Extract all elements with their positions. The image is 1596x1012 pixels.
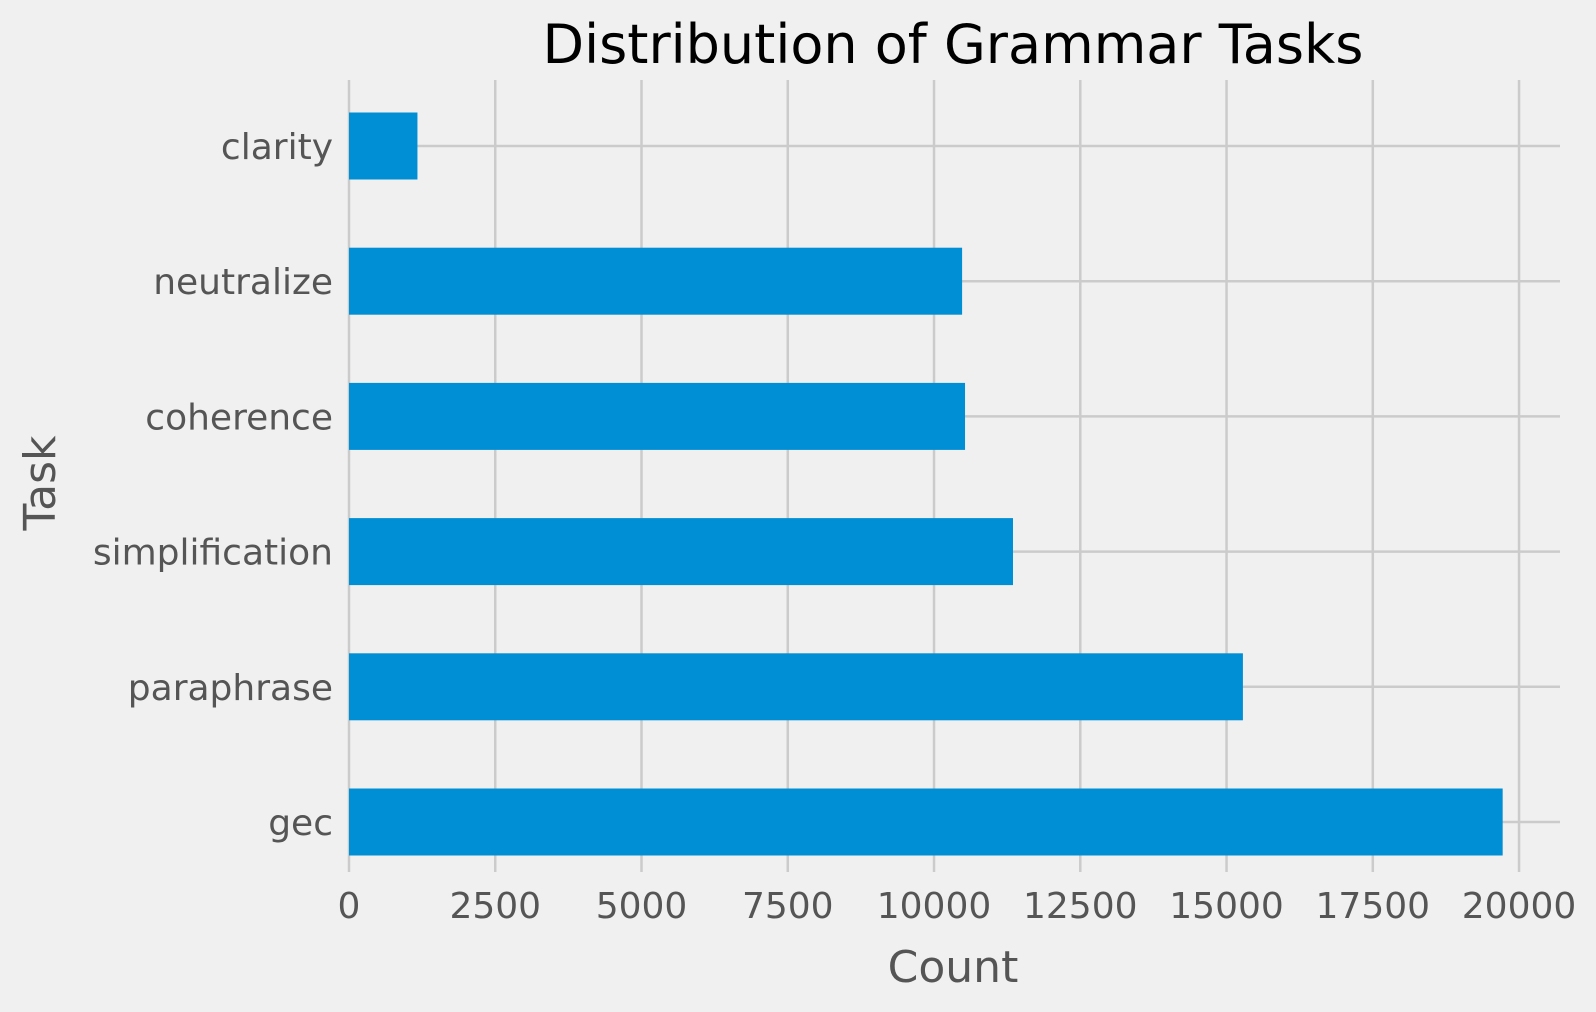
x-tick-label: 2500 (449, 886, 541, 927)
bar-simplification (349, 518, 1014, 586)
y-tick-label: clarity (221, 127, 333, 168)
bar-coherence (349, 382, 966, 450)
y-tick-label: simplification (93, 533, 333, 574)
x-tick-label: 5000 (596, 886, 688, 927)
x-tick-label: 20000 (1462, 886, 1577, 927)
y-tick-label: paraphrase (128, 668, 333, 709)
bar-paraphrase (349, 653, 1243, 721)
y-tick-label: gec (268, 803, 333, 844)
chart-title: Distribution of Grammar Tasks (543, 13, 1364, 76)
x-tick-label: 15000 (1169, 886, 1284, 927)
bars-layer (349, 112, 1503, 856)
x-tick-label: 7500 (742, 886, 834, 927)
x-tick-label: 17500 (1316, 886, 1431, 927)
y-axis-label: Task (15, 435, 66, 531)
bar-gec (349, 788, 1503, 856)
x-tick-label: 12500 (1023, 886, 1138, 927)
x-tick-label: 0 (338, 886, 361, 927)
x-tick-label: 10000 (877, 886, 992, 927)
x-axis-label: Count (888, 942, 1019, 993)
y-tick-labels: clarity neutralize coherence simplification… (93, 127, 333, 844)
bar-neutralize (349, 247, 963, 315)
y-tick-label: neutralize (153, 262, 333, 303)
x-tick-labels: 0 2500 5000 7500 10000 12500 15000 17500 20000 (338, 886, 1577, 927)
bar-clarity (349, 112, 418, 180)
y-tick-label: coherence (145, 397, 333, 438)
